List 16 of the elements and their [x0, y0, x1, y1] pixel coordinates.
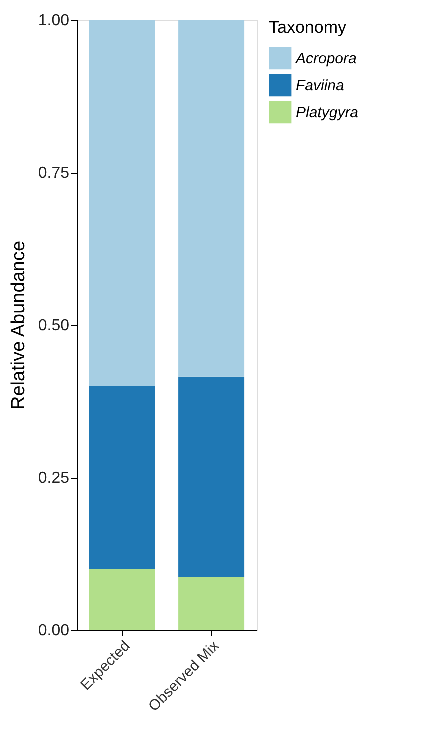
legend-label: Faviina — [296, 78, 344, 94]
bar — [178, 376, 245, 578]
y-axis-title: Relative Abundance — [8, 240, 30, 410]
bar — [178, 578, 245, 630]
bar — [89, 569, 156, 630]
bar — [178, 20, 245, 377]
legend-label: Platygyra — [296, 104, 359, 122]
y-tick-label: 0.50 — [38, 318, 70, 334]
bar — [89, 20, 156, 386]
y-tick-label: 1.00 — [38, 12, 70, 30]
y-tick-label: 0.75 — [38, 165, 70, 182]
y-tick-label: 0.25 — [38, 470, 70, 487]
legend-title: Taxonomy — [269, 18, 347, 37]
y-tick-label: 0.00 — [38, 622, 70, 640]
legend-label: Acropora — [295, 50, 357, 68]
bar — [89, 386, 156, 569]
